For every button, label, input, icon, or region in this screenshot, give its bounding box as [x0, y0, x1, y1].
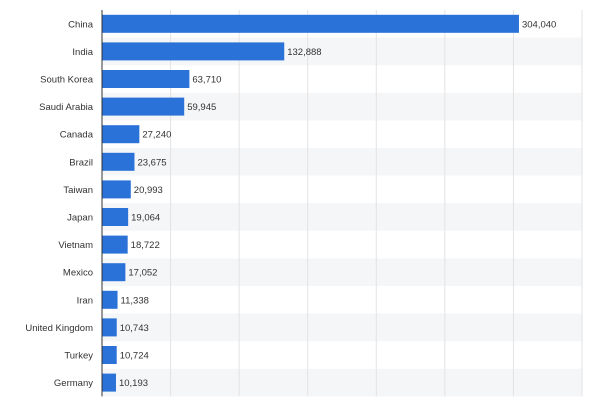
category-label: Mexico [63, 268, 93, 279]
bar[interactable] [102, 42, 285, 61]
data-label: 20,993 [134, 185, 163, 196]
row-stripe [102, 313, 582, 342]
category-label: Taiwan [63, 185, 93, 196]
data-label: 23,675 [137, 157, 166, 168]
category-label: Canada [60, 130, 94, 141]
data-label: 10,193 [119, 378, 148, 389]
bar[interactable] [102, 290, 118, 309]
row-stripe [102, 148, 582, 176]
bar[interactable] [102, 70, 190, 88]
data-label: 18,722 [131, 240, 160, 251]
category-label: Brazil [69, 157, 93, 168]
category-label: Japan [67, 213, 93, 224]
data-label: 11,338 [121, 295, 149, 306]
bar[interactable] [102, 235, 128, 254]
bars [102, 14, 519, 392]
data-label: 304,040 [522, 19, 556, 30]
data-label: 132,888 [287, 47, 321, 58]
category-labels: China India South Korea Saudi Arabia Canada B… [25, 19, 93, 389]
data-label: 19,064 [131, 213, 160, 224]
bar[interactable] [102, 208, 129, 226]
category-label: Saudi Arabia [39, 102, 94, 113]
row-stripe [102, 203, 582, 231]
bar[interactable] [102, 346, 117, 364]
value-labels: 304,040 132,888 63,710 59,945 27,240 23,675 20… [119, 19, 556, 389]
category-label: Turkey [64, 351, 93, 362]
category-label: Vietnam [58, 240, 93, 251]
data-label: 10,743 [120, 323, 149, 334]
data-label: 27,240 [142, 130, 171, 141]
bar[interactable] [102, 318, 117, 337]
row-stripe [102, 258, 582, 286]
data-label: 59,945 [187, 102, 216, 113]
category-label: South Korea [40, 75, 94, 86]
bar[interactable] [102, 373, 116, 392]
category-label: United Kingdom [25, 323, 93, 334]
bar[interactable] [102, 97, 185, 116]
bar[interactable] [102, 152, 135, 171]
category-label: India [72, 47, 93, 58]
category-label: Iran [77, 295, 93, 306]
data-label: 17,052 [128, 268, 157, 279]
bar[interactable] [102, 125, 140, 144]
bar[interactable] [102, 180, 131, 199]
bar[interactable] [102, 263, 126, 282]
data-label: 63,710 [192, 75, 221, 86]
bar[interactable] [102, 14, 519, 33]
row-stripe [102, 368, 582, 397]
category-label: Germany [54, 378, 93, 389]
data-label: 10,724 [120, 351, 149, 362]
category-label: China [68, 19, 94, 30]
row-stripes [102, 37, 582, 397]
